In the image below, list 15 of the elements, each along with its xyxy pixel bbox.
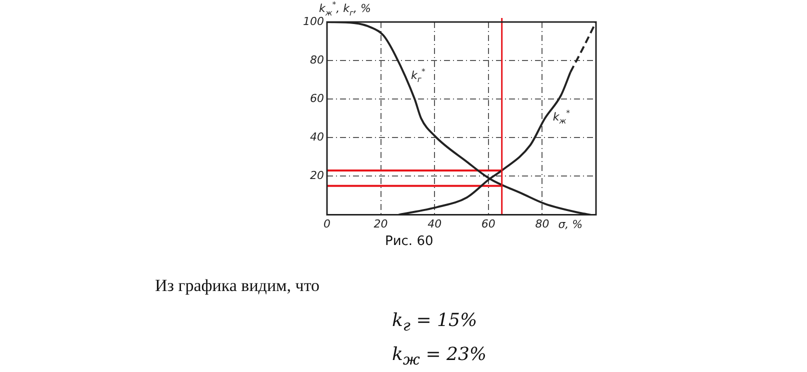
y-tick-label: 60	[310, 92, 324, 105]
text: k$_{ж}$ = 23%	[392, 344, 487, 369]
x-tick-label: 0	[323, 217, 330, 230]
text: Из графика видим, что	[155, 276, 320, 296]
x-axis-title: σ, %	[558, 218, 583, 232]
y-tick-label: 40	[310, 130, 324, 144]
x-tick-label: 80	[535, 217, 550, 230]
y-tick-label: 20	[310, 169, 324, 182]
text: k$_{г}$ = 15%	[392, 310, 478, 335]
text: Рис. 60	[385, 234, 434, 249]
x-tick-label: 40	[428, 217, 442, 230]
y-tick-label: 80	[310, 53, 324, 66]
x-tick-label: 20	[374, 217, 388, 230]
y-tick-label: 100	[302, 14, 324, 28]
x-tick-label: 60	[481, 217, 496, 230]
